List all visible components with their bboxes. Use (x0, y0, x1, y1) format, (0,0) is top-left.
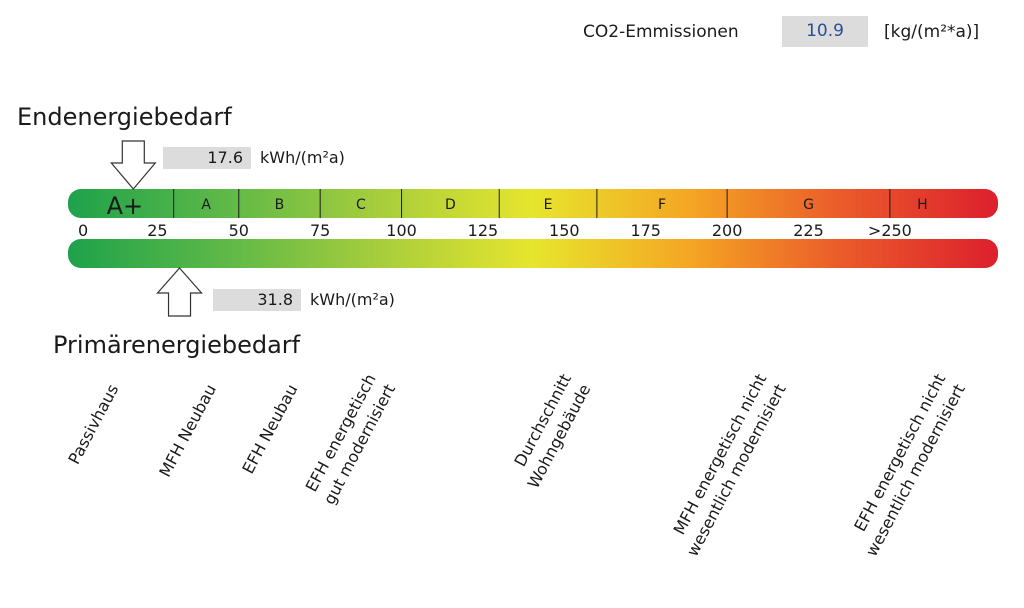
class-label: A (201, 197, 211, 213)
class-label: H (917, 197, 928, 213)
endenergie-unit: kWh/(m²a) (260, 148, 345, 167)
co2-value: 10.9 (806, 21, 844, 41)
tick-label: 200 (712, 221, 743, 240)
value-markers (110, 140, 203, 317)
class-label: E (544, 197, 553, 213)
reference-label: MFH Neubau (155, 381, 220, 480)
reference-label: Passivhaus (64, 381, 122, 467)
reference-labels: Passivhaus MFH Neubau EFH Neubau EFH energe… (64, 371, 968, 560)
class-label: C (356, 197, 366, 213)
tick-label: >250 (868, 221, 912, 240)
tick-label: 150 (549, 221, 580, 240)
class-labels: A+ A B C D E F G H (107, 192, 928, 220)
primaerenergie-unit: kWh/(m²a) (310, 290, 395, 309)
gradient-bar (68, 239, 998, 268)
reference-label-line: MFH Neubau (155, 381, 220, 480)
endenergie-value: 17.6 (207, 148, 243, 167)
tick-labels: 0 25 50 75 100 125 150 175 200 225 >250 (78, 221, 912, 240)
co2-label: CO2-Emmissionen (583, 22, 739, 42)
primaerenergie-value-box: 31.8 (213, 289, 301, 311)
reference-label-line: EFH Neubau (238, 381, 301, 477)
tick-label: 75 (310, 221, 330, 240)
primaerenergie-value: 31.8 (257, 290, 293, 309)
co2-unit: [kg/(m²*a)] (884, 22, 980, 42)
co2-value-box: 10.9 (782, 16, 868, 47)
tick-label: 225 (793, 221, 824, 240)
class-label: B (275, 197, 285, 213)
tick-label: 25 (147, 221, 167, 240)
scale-bars (68, 189, 998, 268)
class-bar (68, 189, 998, 218)
tick-label: 125 (468, 221, 499, 240)
tick-label: 175 (630, 221, 661, 240)
class-dividers (173, 189, 891, 218)
class-label: G (803, 197, 814, 213)
tick-label: 0 (78, 221, 88, 240)
endenergie-arrow-icon (110, 140, 157, 190)
reference-label-line: Passivhaus (64, 381, 122, 467)
primaerenergie-title: Primärenergiebedarf (53, 331, 301, 359)
class-label: F (658, 197, 666, 213)
tick-label: 100 (386, 221, 417, 240)
endenergie-title: Endenergiebedarf (17, 103, 232, 131)
class-label: A+ (107, 192, 144, 220)
class-label: D (445, 197, 456, 213)
reference-label: EFH Neubau (238, 381, 301, 477)
tick-label: 50 (229, 221, 249, 240)
endenergie-value-box: 17.6 (163, 147, 251, 169)
primaerenergie-arrow-icon (156, 267, 203, 317)
